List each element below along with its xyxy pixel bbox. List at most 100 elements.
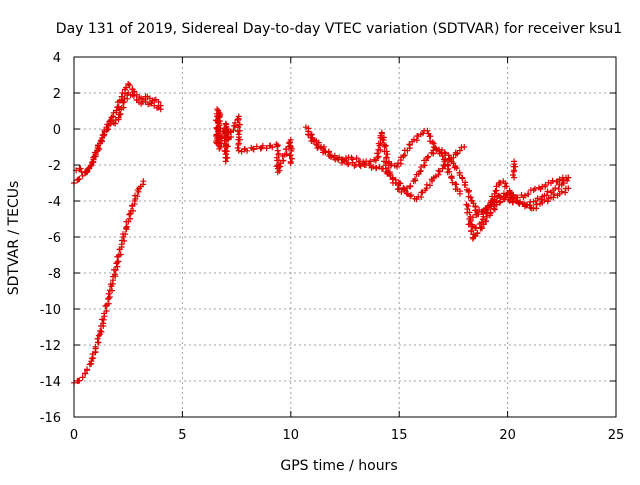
data-point bbox=[234, 116, 241, 123]
data-point bbox=[383, 154, 390, 161]
data-point bbox=[394, 163, 401, 170]
data-point bbox=[123, 84, 130, 91]
data-point bbox=[127, 210, 134, 217]
data-point bbox=[388, 161, 395, 168]
data-point bbox=[126, 82, 133, 89]
data-point bbox=[411, 176, 418, 183]
data-point bbox=[263, 145, 270, 152]
data-point bbox=[103, 307, 110, 314]
data-point bbox=[497, 199, 504, 206]
data-point bbox=[105, 300, 112, 307]
data-point bbox=[442, 150, 449, 157]
data-point bbox=[120, 104, 127, 111]
y-tick-label: -4 bbox=[48, 195, 61, 210]
data-point bbox=[123, 225, 130, 231]
y-tick-label: 2 bbox=[53, 87, 61, 102]
data-point bbox=[435, 167, 442, 174]
data-point bbox=[223, 151, 230, 158]
data-point bbox=[224, 155, 231, 162]
data-point bbox=[79, 374, 86, 381]
data-point bbox=[344, 160, 351, 167]
data-point bbox=[436, 168, 443, 175]
data-point bbox=[116, 111, 123, 118]
data-point bbox=[235, 141, 242, 148]
data-point bbox=[106, 293, 113, 300]
data-point bbox=[374, 150, 381, 157]
data-point bbox=[408, 192, 415, 199]
data-point bbox=[475, 211, 482, 218]
data-point bbox=[126, 211, 133, 218]
data-point bbox=[382, 142, 389, 149]
y-axis-label: SDTVAR / TECUs bbox=[6, 181, 22, 296]
data-point bbox=[385, 164, 392, 171]
data-point bbox=[105, 290, 112, 297]
x-tick-label: 5 bbox=[178, 428, 186, 443]
data-point bbox=[91, 153, 98, 160]
data-point bbox=[224, 136, 231, 143]
data-point bbox=[448, 175, 455, 182]
data-point bbox=[446, 155, 453, 162]
y-tick-label: 4 bbox=[53, 51, 61, 66]
y-tick-label: -14 bbox=[40, 375, 61, 390]
data-point bbox=[487, 201, 494, 208]
y-tick-label: -8 bbox=[48, 267, 61, 282]
data-point bbox=[510, 168, 517, 175]
data-point bbox=[94, 142, 101, 149]
data-point bbox=[77, 165, 84, 172]
data-point bbox=[427, 138, 434, 145]
data-point bbox=[345, 161, 352, 168]
data-point bbox=[97, 327, 104, 334]
data-point bbox=[459, 175, 466, 182]
data-point bbox=[406, 142, 413, 149]
data-point bbox=[450, 154, 457, 161]
x-tick-label: 0 bbox=[70, 428, 78, 443]
data-point bbox=[90, 156, 97, 163]
data-point bbox=[466, 209, 473, 216]
data-point bbox=[441, 158, 448, 165]
data-point bbox=[491, 190, 498, 197]
plot-frame bbox=[73, 56, 617, 418]
data-point bbox=[541, 197, 548, 204]
data-point bbox=[550, 194, 557, 201]
x-tick-label: 15 bbox=[391, 428, 408, 443]
data-point bbox=[95, 339, 102, 346]
data-point bbox=[223, 129, 230, 136]
data-point bbox=[76, 175, 83, 182]
data-point bbox=[276, 163, 283, 170]
data-point bbox=[123, 223, 130, 230]
data-point bbox=[484, 210, 491, 217]
data-point bbox=[89, 159, 96, 166]
data-point bbox=[231, 122, 238, 129]
data-point bbox=[551, 191, 558, 198]
data-point bbox=[373, 164, 380, 171]
series-arc-mid-day-b bbox=[305, 127, 463, 197]
series-arc-low-start bbox=[71, 178, 147, 386]
data-point bbox=[289, 155, 295, 162]
data-point bbox=[377, 140, 384, 147]
data-point bbox=[223, 141, 230, 148]
data-point bbox=[487, 209, 494, 216]
series-arc-high-start-b bbox=[73, 90, 164, 176]
data-point bbox=[525, 191, 532, 198]
data-point bbox=[89, 355, 96, 362]
data-point bbox=[433, 145, 440, 152]
data-point bbox=[379, 136, 386, 143]
data-point bbox=[446, 168, 453, 175]
data-point bbox=[530, 187, 537, 194]
data-point bbox=[468, 227, 475, 234]
data-point bbox=[86, 164, 93, 171]
chart-title: Day 131 of 2019, Sidereal Day-to-day VTE… bbox=[56, 21, 622, 37]
data-point bbox=[134, 193, 141, 200]
data-point bbox=[111, 271, 118, 278]
data-point bbox=[221, 125, 228, 132]
data-point bbox=[469, 214, 476, 221]
data-point bbox=[473, 224, 480, 231]
data-point bbox=[378, 130, 385, 137]
data-point bbox=[565, 174, 572, 181]
data-point bbox=[115, 103, 122, 110]
x-tick-label: 25 bbox=[608, 428, 625, 443]
data-point bbox=[558, 188, 565, 195]
data-point bbox=[287, 152, 294, 159]
